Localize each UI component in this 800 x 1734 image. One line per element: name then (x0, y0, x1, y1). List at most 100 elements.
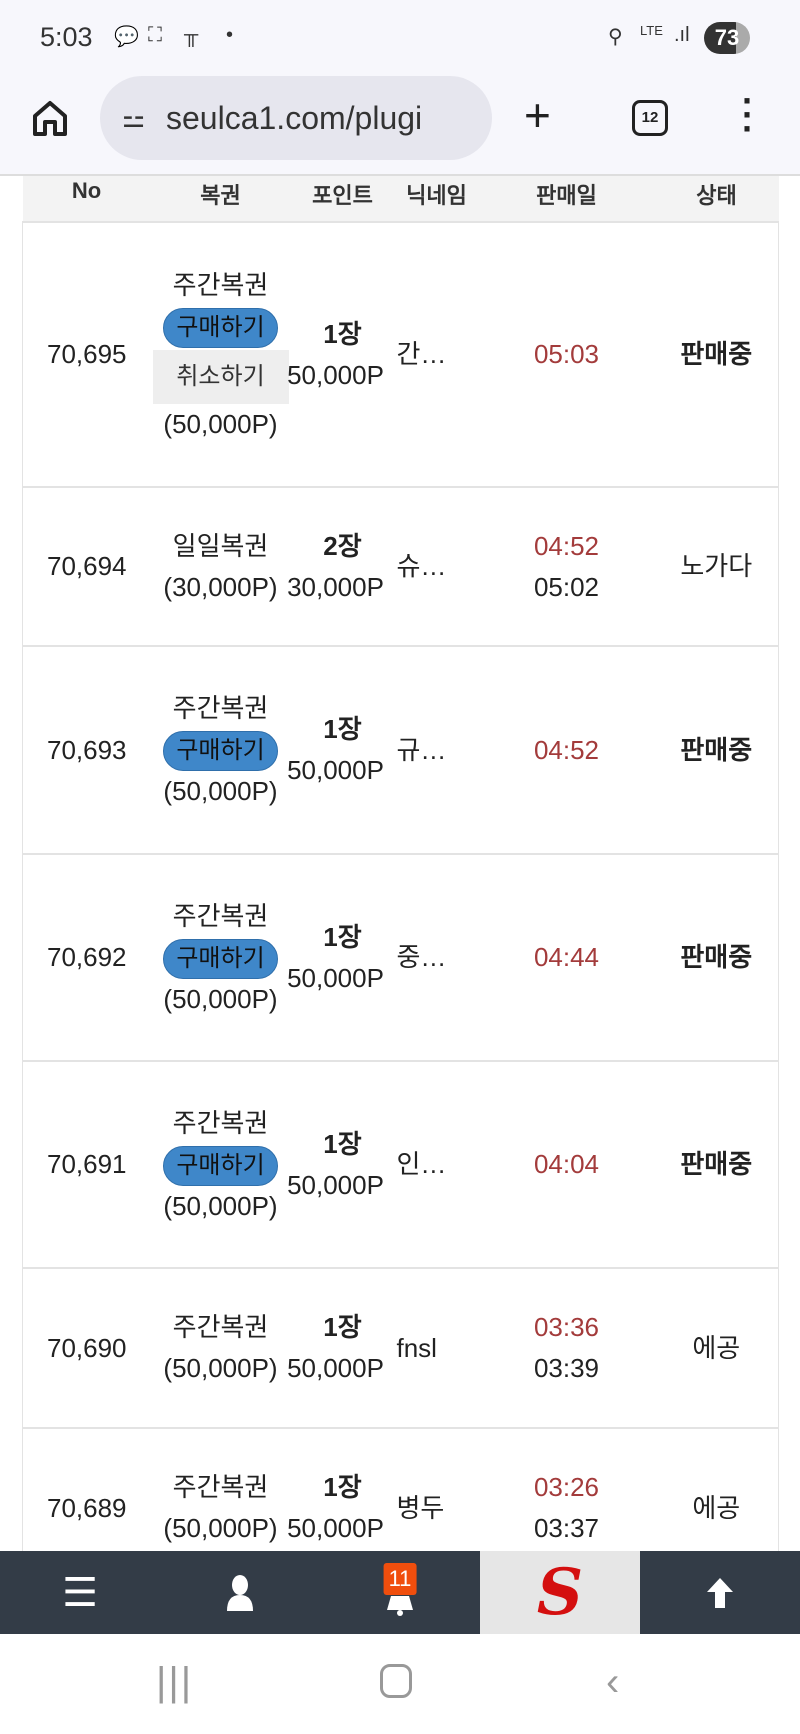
points: 50,000P (287, 755, 384, 785)
lottery-cell: 일일복권 (30,000P) (150, 487, 291, 647)
end-time: 03:39 (533, 1353, 600, 1383)
recent-apps-icon[interactable]: ||| (156, 1660, 194, 1704)
points: 50,000P (287, 359, 384, 390)
lottery-type: 주간복권 (172, 1472, 269, 1502)
ticket-count: 2장 (323, 530, 362, 561)
buy-button[interactable]: 구매하기 (163, 1145, 278, 1186)
ticket-count: 1장 (323, 1128, 362, 1159)
sale-date-cell: 04:52 (478, 646, 655, 855)
nickname[interactable]: 인… (394, 1061, 479, 1269)
table-row: 70,690 주간복권 (50,000P) 1장 50,000P fnsl 03:36 03:… (22, 1268, 779, 1429)
sale-date-cell: 04:44 (478, 854, 655, 1062)
points: 30,000P (287, 571, 384, 602)
user-button[interactable] (160, 1551, 320, 1634)
status: 판매중 (654, 222, 779, 488)
ticket-count: 1장 (323, 1312, 362, 1342)
browser-toolbar: ⚍ seulca1.com/plugi + 12 · · · (0, 76, 800, 176)
status-bar: 5:03 💬 ⛶ ╥ • ⚲ LTE .ıl 73 (0, 0, 800, 76)
menu-button[interactable]: ☰ (0, 1551, 160, 1634)
sale-date-cell: 05:03 (478, 222, 655, 488)
back-icon[interactable]: ‹ (606, 1660, 620, 1704)
ticket-count: 1장 (323, 318, 362, 349)
table-row: 70,689 주간복권 (50,000P) 1장 50,000P 병두 03:26 03:37… (22, 1428, 779, 1589)
sale-time: 05:03 (533, 339, 600, 369)
buy-button[interactable]: 구매하기 (163, 307, 278, 348)
points: 50,000P (287, 1169, 384, 1200)
sale-date-cell: 04:04 (478, 1061, 655, 1269)
lottery-price: (30,000P) (163, 571, 278, 602)
row-no: 70,694 (22, 487, 151, 647)
points-cell: 2장 30,000P (287, 487, 395, 647)
user-icon (227, 1574, 253, 1611)
status: 판매중 (654, 646, 779, 855)
sale-time: 04:52 (533, 530, 600, 561)
site-logo: S (536, 1555, 584, 1630)
address-bar[interactable]: ⚍ seulca1.com/plugi (100, 76, 492, 160)
lottery-price: (50,000P) (163, 776, 278, 806)
points-cell: 1장 50,000P (287, 222, 395, 488)
ticket-count: 1장 (323, 1472, 362, 1502)
location-icon: ⚲ (608, 26, 623, 48)
battery-icon: 73 (704, 22, 750, 54)
t-app-icon: ╥ (184, 24, 199, 46)
points-cell: 1장 50,000P (287, 1268, 395, 1429)
notification-badge: 11 (383, 1563, 417, 1595)
lte-icon: LTE (640, 23, 663, 38)
table-row: 70,692 주간복권 구매하기 (50,000P) 1장 50,000P 중… 04:44 판… (22, 854, 779, 1062)
lottery-type: 주간복권 (172, 269, 269, 300)
home-icon[interactable] (30, 98, 70, 138)
url-text: seulca1.com/plugi (166, 100, 423, 136)
kakaotalk-icon: 💬 (114, 26, 139, 48)
nickname[interactable]: 중… (394, 854, 479, 1062)
cancel-button[interactable]: 취소하기 (152, 349, 289, 404)
lottery-cell: 주간복권 (50,000P) (150, 1268, 291, 1429)
row-no: 70,690 (22, 1268, 151, 1429)
nickname[interactable]: 간… (394, 222, 479, 488)
screenshot-icon: ⛶ (148, 24, 162, 46)
site-logo-button[interactable]: S (480, 1551, 640, 1634)
points-cell: 1장 50,000P (287, 646, 395, 855)
row-no: 70,691 (22, 1061, 151, 1269)
end-time: 05:02 (533, 571, 600, 602)
status: 판매중 (654, 1061, 779, 1269)
scroll-top-button[interactable] (640, 1551, 800, 1634)
bottom-nav: ☰ 11 S (0, 1551, 800, 1634)
row-no: 70,693 (22, 646, 151, 855)
points-cell: 1장 50,000P (287, 1061, 395, 1269)
buy-button[interactable]: 구매하기 (163, 938, 278, 979)
nickname[interactable]: 슈… (394, 487, 479, 647)
buy-button[interactable]: 구매하기 (163, 731, 278, 771)
table-header: No 복권 포인트 닉네임 판매일 상태 (22, 176, 779, 223)
new-tab-icon[interactable]: + (524, 89, 551, 141)
status: 에공 (654, 1268, 779, 1429)
header-nickname: 닉네임 (394, 176, 479, 223)
system-nav-bar: ||| ‹ (0, 1634, 800, 1734)
sale-date-cell: 04:52 05:02 (478, 487, 655, 647)
sale-time: 04:04 (533, 1149, 600, 1179)
lottery-price: (50,000P) (163, 408, 278, 439)
nickname[interactable]: 규… (394, 646, 479, 855)
more-menu-icon[interactable]: · · · (742, 80, 754, 149)
site-settings-icon[interactable]: ⚍ (122, 103, 146, 133)
status: 판매중 (654, 854, 779, 1062)
sale-time: 04:44 (533, 942, 600, 972)
header-points: 포인트 (290, 176, 395, 223)
signal-icon: .ıl (674, 24, 690, 46)
row-no: 70,692 (22, 854, 151, 1062)
tab-switcher-button[interactable]: 12 (632, 100, 668, 136)
lottery-type: 주간복권 (172, 693, 269, 723)
home-button-icon[interactable] (380, 1664, 412, 1698)
clock: 5:03 (40, 22, 93, 52)
notification-button[interactable]: 11 (320, 1551, 480, 1634)
end-time: 03:37 (533, 1513, 600, 1543)
nickname[interactable]: fnsl (394, 1268, 479, 1429)
table-row: 70,695 주간복권 구매하기 취소하기 (50,000P) 1장 50,000P 간… 05… (22, 222, 779, 488)
lottery-type: 주간복권 (172, 900, 269, 931)
lottery-type: 주간복권 (172, 1107, 269, 1138)
points: 50,000P (287, 1353, 384, 1383)
lottery-price: (50,000P) (163, 983, 278, 1014)
sale-date-cell: 03:36 03:39 (478, 1268, 655, 1429)
